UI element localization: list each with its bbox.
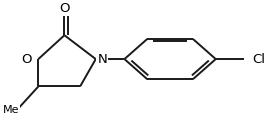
Text: N: N: [97, 53, 107, 66]
Text: O: O: [59, 2, 70, 15]
Text: Cl: Cl: [252, 53, 265, 66]
Text: O: O: [21, 53, 32, 66]
Text: Me: Me: [3, 105, 19, 115]
